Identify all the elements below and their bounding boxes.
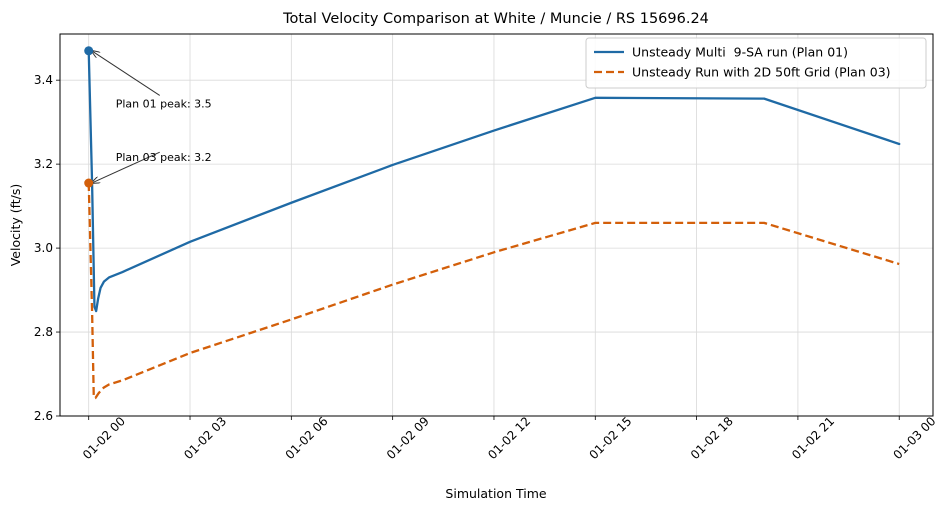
x-tick-label: 01-02 00 (80, 414, 128, 462)
series-line-2 (87, 182, 900, 400)
peak-marker (84, 46, 94, 56)
annotation-layer: Plan 01 peak: 3.5 Plan 03 peak: 3.2 (84, 46, 212, 188)
y-tick-label: 3.0 (34, 241, 53, 255)
x-tick-label: 01-02 21 (789, 414, 837, 462)
legend-label-2: Unsteady Run with 2D 50ft Grid (Plan 03) (632, 65, 891, 80)
x-tick-label: 01-02 09 (384, 414, 432, 462)
plot-frame (59, 33, 934, 417)
x-tick-label: 01-02 18 (688, 414, 736, 462)
y-axis-label: Velocity (ft/s) (8, 184, 23, 267)
annotation-label: Plan 03 peak: 3.2 (116, 151, 212, 164)
y-tick-label: 2.6 (34, 409, 53, 423)
y-tick-label: 3.4 (34, 73, 53, 87)
grid-layer (60, 34, 933, 417)
x-axis-label: Simulation Time (445, 486, 546, 501)
x-tick-label: 01-02 03 (181, 414, 229, 462)
legend-frame (585, 37, 927, 89)
x-tick-label: 01-02 12 (485, 414, 533, 462)
annotation-arrow (92, 51, 160, 96)
x-tick-label: 01-02 06 (283, 414, 331, 462)
legend-label-1: Unsteady Multi 9-SA run (Plan 01) (632, 45, 848, 60)
annotation-label: Plan 01 peak: 3.5 (116, 97, 212, 110)
series-layer (87, 49, 901, 400)
tick-layer: 01-02 00 01-02 03 01-02 06 01-02 09 01-02 12… (34, 73, 939, 462)
y-tick-label: 2.8 (34, 325, 53, 339)
y-tick-label: 3.2 (34, 157, 53, 171)
annotation-arrow (92, 151, 160, 183)
series-line-1 (87, 49, 901, 313)
legend: Unsteady Multi 9-SA run (Plan 01) Unstead… (585, 37, 927, 89)
peak-marker (84, 178, 94, 188)
chart-title: Total Velocity Comparison at White / Mun… (282, 11, 709, 27)
x-tick-label: 01-03 00 (890, 414, 938, 462)
x-tick-label: 01-02 15 (587, 414, 635, 462)
